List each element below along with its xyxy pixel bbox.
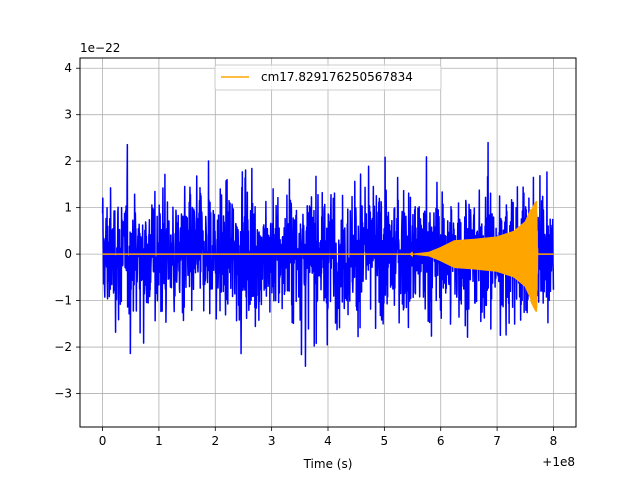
y-tick-label: 1 bbox=[64, 201, 72, 215]
x-tick-label: 0 bbox=[99, 434, 107, 448]
ticks: 0 1 2 3 4 5 6 7 8 −3 −2 −1 0 1 2 3 4 bbox=[54, 61, 557, 448]
y-tick-label: 2 bbox=[64, 154, 72, 168]
x-tick-label: 8 bbox=[550, 434, 558, 448]
legend-box bbox=[214, 64, 442, 91]
series-layer bbox=[101, 141, 555, 368]
x-tick-label: 5 bbox=[381, 434, 389, 448]
y-tick-label: −1 bbox=[54, 294, 72, 308]
x-axis-title: Time (s) bbox=[303, 457, 353, 471]
y-tick-label: −2 bbox=[54, 340, 72, 354]
x-tick-label: 1 bbox=[155, 434, 163, 448]
y-scale-label: 1e−22 bbox=[80, 41, 120, 55]
series-chirp-line bbox=[102, 200, 554, 312]
y-tick-label: 4 bbox=[64, 61, 72, 75]
y-tick-label: 3 bbox=[64, 108, 72, 122]
x-tick-label: 6 bbox=[437, 434, 445, 448]
legend-label-chirp: cm17.829176250567834 bbox=[261, 70, 413, 84]
y-tick-label: −3 bbox=[54, 387, 72, 401]
x-tick-label: 7 bbox=[493, 434, 501, 448]
x-tick-label: 2 bbox=[211, 434, 219, 448]
x-offset-label: +1e8 bbox=[542, 455, 575, 469]
legend: cm17.829176250567834 bbox=[214, 64, 442, 91]
x-tick-label: 3 bbox=[268, 434, 276, 448]
x-tick-label: 4 bbox=[324, 434, 332, 448]
y-tick-label: 0 bbox=[64, 247, 72, 261]
grid bbox=[80, 58, 576, 427]
